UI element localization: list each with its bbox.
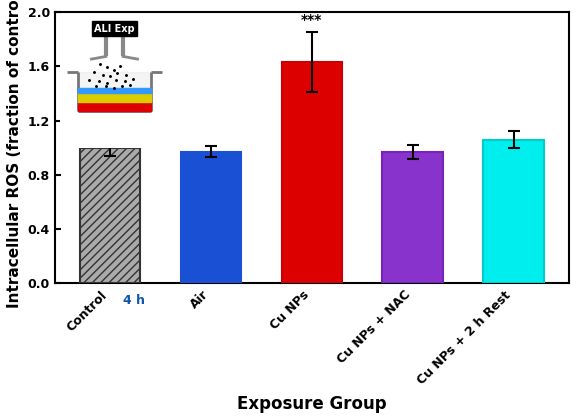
Bar: [181, 152, 241, 284]
Y-axis label: Intracellular ROS (fraction of control): Intracellular ROS (fraction of control): [7, 0, 22, 308]
Bar: [483, 139, 544, 284]
Bar: [282, 62, 342, 284]
X-axis label: Exposure Group: Exposure Group: [237, 395, 386, 413]
Bar: [382, 152, 443, 284]
Text: 4 h: 4 h: [123, 294, 145, 307]
Bar: [80, 148, 141, 284]
Text: ***: ***: [301, 13, 323, 27]
